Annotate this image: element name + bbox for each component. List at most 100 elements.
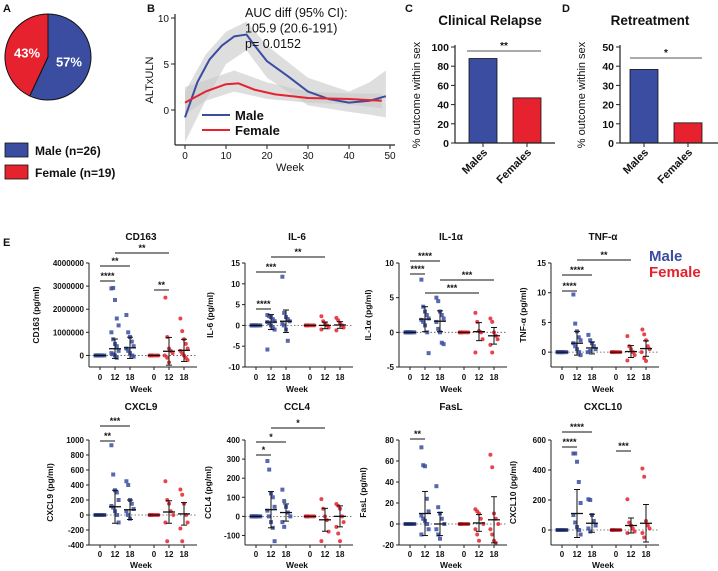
y-tick-label: -5 <box>233 342 241 351</box>
data-point-female <box>642 332 647 337</box>
data-point-female <box>341 520 346 525</box>
x-tick-label: 10 <box>220 151 232 162</box>
y-tick-label: -400 <box>68 541 85 550</box>
group-label: 12 <box>111 550 120 559</box>
significance-stars: **** <box>256 299 271 309</box>
data-point-female <box>490 319 495 324</box>
data-point-male <box>270 325 275 330</box>
group-label: 0 <box>254 373 259 382</box>
data-point-male <box>267 321 272 326</box>
y-tick-label: 5 <box>390 294 395 303</box>
y-tick-label: 5 <box>542 318 547 327</box>
panel-letter: D <box>562 3 570 15</box>
data-point-female <box>162 353 167 358</box>
x-tick-label: 40 <box>343 151 355 162</box>
y-axis-label: TNF-α (pg/ml) <box>518 287 528 342</box>
significance-stars: * <box>269 432 273 442</box>
data-point-female <box>488 452 493 457</box>
data-point-female <box>478 516 483 521</box>
data-point-female <box>338 539 342 544</box>
data-point-male <box>272 504 277 509</box>
significance-stars: * <box>296 418 300 428</box>
group-label: 18 <box>436 550 445 559</box>
group-label: 0 <box>408 373 413 382</box>
y-axis-label: % outcome within sex <box>411 41 423 148</box>
data-point-female <box>319 539 324 544</box>
data-point-male <box>126 330 131 335</box>
significance-stars: *** <box>447 283 458 293</box>
y-tick-label: -5 <box>387 363 395 372</box>
data-point-female <box>488 527 493 532</box>
data-point-female <box>488 316 493 321</box>
data-point-male <box>419 445 424 450</box>
legend-label: Male (n=26) <box>35 144 101 158</box>
panel-letter: B <box>147 3 155 15</box>
data-point-male <box>441 342 446 347</box>
y-axis-label: IL-6 (pg/ml) <box>205 292 215 338</box>
group-label: 0 <box>254 550 259 559</box>
group-label: 0 <box>408 550 413 559</box>
x-tick-label: Males <box>621 147 651 177</box>
data-point-female <box>163 479 168 484</box>
data-point-male <box>129 339 134 344</box>
y-tick-label: 40 <box>437 100 449 112</box>
y-tick-label: 5 <box>236 301 241 310</box>
y-tick-label: 20 <box>602 100 614 112</box>
group-label: 18 <box>642 550 651 559</box>
data-point-male <box>116 348 121 353</box>
data-point-female <box>639 350 644 355</box>
group-label: 18 <box>126 373 135 382</box>
data-point-male <box>267 467 272 472</box>
data-point-male <box>109 330 114 335</box>
data-point-male <box>280 487 285 492</box>
x-tick-label: 30 <box>302 151 314 162</box>
data-point-male <box>124 346 129 351</box>
data-point-female <box>625 497 630 502</box>
data-point-female <box>185 520 190 525</box>
y-tick-label: 0 <box>390 328 395 337</box>
data-point-male <box>282 524 287 529</box>
group-label: 18 <box>642 373 651 382</box>
group-label: 12 <box>111 373 120 382</box>
pie-slice-male <box>29 13 92 101</box>
plot-title: CCL4 <box>284 402 311 413</box>
significance-stars: **** <box>570 265 585 275</box>
group-label: 18 <box>490 550 499 559</box>
data-point-male <box>573 321 578 326</box>
data-point-male <box>111 472 116 477</box>
data-point-female <box>490 465 495 470</box>
data-point-male <box>577 350 582 355</box>
group-label: 0 <box>560 373 565 382</box>
data-point-female <box>647 526 652 531</box>
data-point-male <box>114 344 119 349</box>
data-point-male <box>281 323 286 328</box>
data-point-male <box>585 350 590 355</box>
ci-band-female <box>185 70 382 115</box>
data-point-female <box>644 359 648 364</box>
data-point-female <box>185 346 190 351</box>
group-label: 0 <box>614 550 619 559</box>
data-point-male <box>272 539 277 544</box>
y-tick-label: 20 <box>385 499 394 508</box>
data-point-male <box>423 464 427 469</box>
data-point-female <box>473 310 478 315</box>
significance-stars: **** <box>562 281 577 291</box>
data-point-male <box>436 299 441 304</box>
data-point-male <box>571 513 576 517</box>
group-label: 12 <box>627 550 636 559</box>
data-point-female <box>473 350 478 355</box>
data-point-male <box>115 513 120 517</box>
data-point-male <box>586 332 591 337</box>
x-axis-label: Week <box>592 560 614 570</box>
data-point-male <box>425 330 430 335</box>
data-point-female <box>625 358 630 363</box>
x-axis-label: Week <box>440 560 462 570</box>
data-point-female <box>341 325 346 330</box>
y-tick-label: 40 <box>385 478 394 487</box>
data-point-male <box>421 319 426 324</box>
data-point-male <box>575 459 579 464</box>
significance-stars: *** <box>462 270 473 280</box>
data-point-male <box>419 277 424 282</box>
data-point-female <box>178 316 183 321</box>
x-axis-label: Week <box>276 162 304 174</box>
